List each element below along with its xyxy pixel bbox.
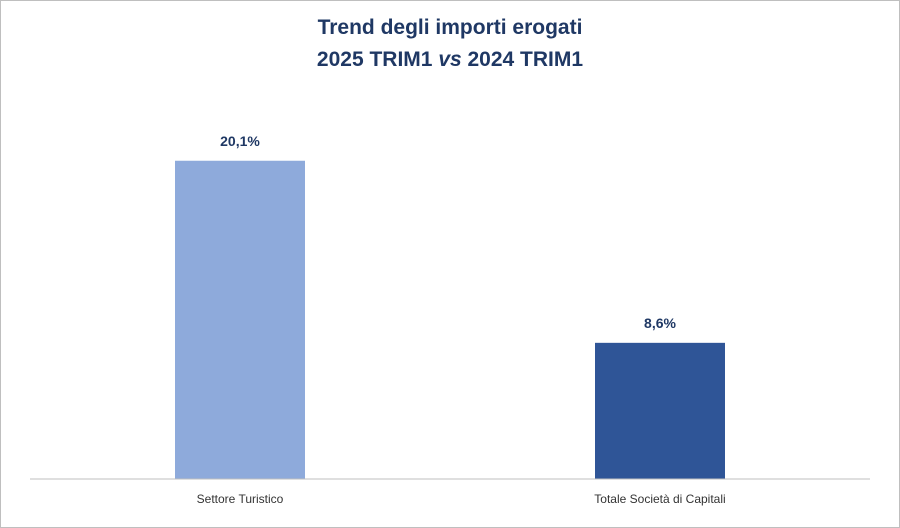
title-period-current: 2025 TRIM1 bbox=[316, 48, 439, 71]
labels-group: 20,1% Settore Turistico 8,6% Totale Società… bbox=[197, 133, 726, 506]
bar-value-label-1: 20,1% bbox=[220, 133, 260, 149]
title-period-previous: 2024 TRIM1 bbox=[461, 48, 584, 71]
category-label-2: Totale Società di Capitali bbox=[594, 492, 725, 506]
bar-value-label-2: 8,6% bbox=[644, 315, 676, 331]
chart-title-line2: 2025 TRIM1 vs 2024 TRIM1 bbox=[0, 44, 900, 76]
category-label-1: Settore Turistico bbox=[197, 492, 284, 506]
chart-title-line1: Trend degli importi erogati bbox=[317, 16, 583, 39]
chart-title: Trend degli importi erogati 2025 TRIM1 v… bbox=[0, 12, 900, 76]
bar-1 bbox=[175, 160, 305, 479]
title-vs: vs bbox=[438, 48, 462, 71]
bar-2 bbox=[595, 342, 725, 479]
bars-group bbox=[175, 160, 725, 479]
